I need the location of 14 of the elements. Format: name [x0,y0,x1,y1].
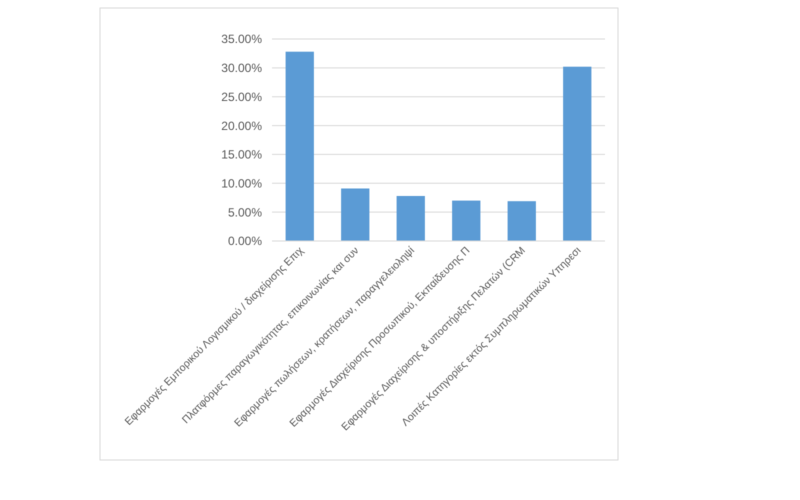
y-tick-label: 10.00% [221,176,262,190]
y-tick-label: 35.00% [221,32,262,46]
bar [563,66,592,241]
y-tick-label: 30.00% [221,61,262,76]
bar [508,201,536,241]
bar [341,188,370,241]
y-tick-label: 25.00% [221,90,262,104]
y-tick-label: 20.00% [221,118,262,133]
bar [286,52,314,241]
bar [396,196,425,241]
bar [452,200,480,241]
y-tick-label: 0.00% [228,234,262,248]
y-tick-label: 5.00% [228,205,262,220]
y-tick-label: 15.00% [221,148,262,162]
